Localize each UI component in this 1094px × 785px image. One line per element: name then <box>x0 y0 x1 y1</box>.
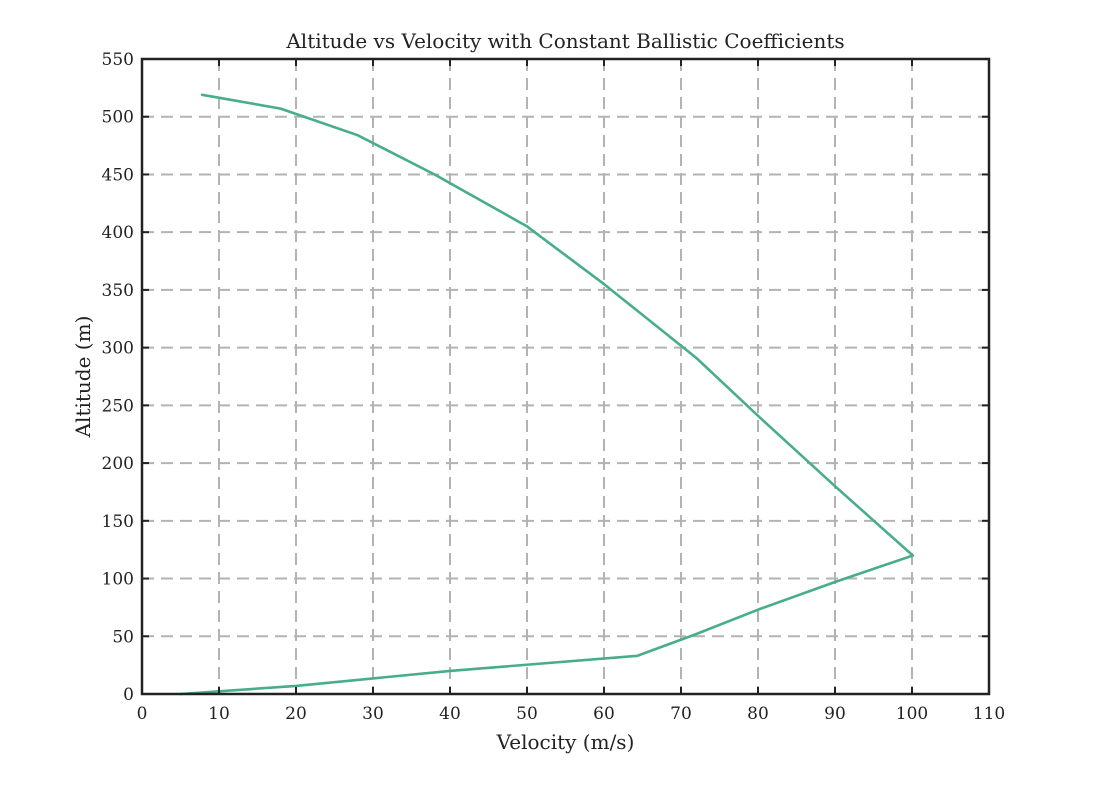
x-tick-label: 40 <box>439 704 461 724</box>
x-tick-label: 10 <box>208 704 230 724</box>
y-tick-label: 450 <box>102 165 134 185</box>
y-tick-label: 350 <box>102 281 134 301</box>
y-tick-label: 200 <box>102 454 134 474</box>
y-tick-label: 300 <box>102 339 134 359</box>
y-tick-label: 400 <box>102 223 134 243</box>
y-tick-label: 500 <box>102 108 134 128</box>
x-tick-label: 50 <box>516 704 538 724</box>
x-tick-label: 20 <box>285 704 307 724</box>
y-tick-label: 0 <box>123 685 134 705</box>
plot-frame <box>142 59 989 694</box>
x-axis-label: Velocity (m/s) <box>496 730 635 754</box>
y-tick-label: 100 <box>102 570 134 590</box>
series-layer <box>180 95 912 694</box>
x-tick-label: 60 <box>593 704 615 724</box>
y-tick-label: 150 <box>102 512 134 532</box>
y-tick-label: 250 <box>102 396 134 416</box>
label-layer: Altitude vs Velocity with Constant Balli… <box>71 29 845 754</box>
x-tick-label: 80 <box>747 704 769 724</box>
y-tick-label: 50 <box>112 627 134 647</box>
x-tick-label: 110 <box>973 704 1005 724</box>
series-line <box>181 95 913 694</box>
x-tick-label: 0 <box>137 704 148 724</box>
x-tick-label: 30 <box>362 704 384 724</box>
chart-title: Altitude vs Velocity with Constant Balli… <box>285 29 844 53</box>
x-tick-label: 70 <box>670 704 692 724</box>
x-tick-label: 100 <box>896 704 928 724</box>
y-tick-label: 550 <box>102 50 134 70</box>
y-axis-label: Altitude (m) <box>71 316 95 439</box>
tick-layer: 0 10 20 30 40 50 60 70 80 90 100 110 0 50 100 150 200 250… <box>102 50 1006 724</box>
x-tick-label: 90 <box>824 704 846 724</box>
grid-layer <box>142 59 989 694</box>
